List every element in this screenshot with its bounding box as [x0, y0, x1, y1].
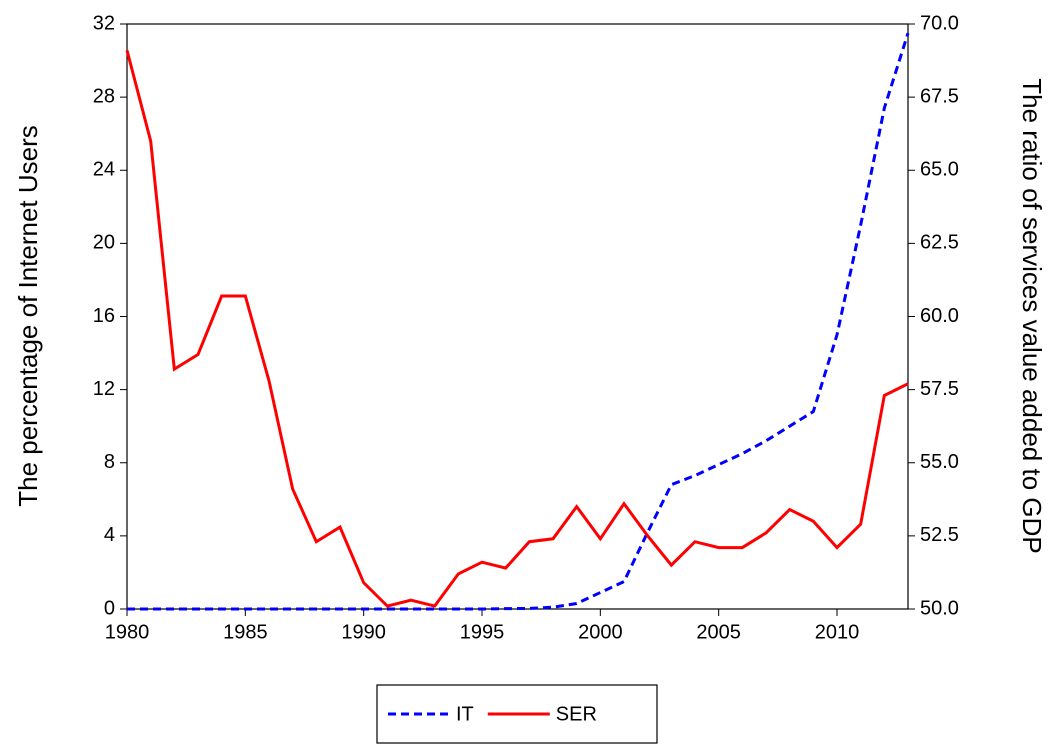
legend-label: IT: [456, 703, 474, 725]
x-tick-label: 1995: [460, 621, 505, 643]
x-tick-label: 2010: [815, 621, 860, 643]
series-line: [125, 49, 909, 608]
y-tick-label: 24: [93, 159, 115, 181]
y-tick-label: 32: [93, 12, 115, 34]
y2-tick-label: 67.5: [920, 85, 959, 107]
y-tick-label: 20: [93, 232, 115, 254]
y-tick-label: 16: [93, 305, 115, 327]
y2-tick-label: 70.0: [920, 12, 959, 34]
x-tick-label: 1990: [341, 621, 386, 643]
x-tick-label: 1985: [223, 621, 268, 643]
y2-tick-label: 52.5: [920, 524, 959, 546]
x-tick-label: 1980: [105, 621, 150, 643]
y2-tick-label: 65.0: [920, 159, 959, 181]
plot-frame: [126, 23, 909, 610]
legend-box: [376, 684, 658, 744]
y2-tick-label: 62.5: [920, 232, 959, 254]
y2-tick-label: 57.5: [920, 378, 959, 400]
y-tick-label: 4: [104, 524, 115, 546]
x-tick-label: 2005: [696, 621, 741, 643]
y-axis-label: The percentage of Internet Users: [13, 125, 43, 507]
y2-tick-label: 55.0: [920, 451, 959, 473]
y2-tick-label: 60.0: [920, 305, 959, 327]
legend-label: SER: [556, 703, 597, 725]
y-tick-label: 12: [93, 378, 115, 400]
x-tick-label: 2000: [578, 621, 623, 643]
y2-axis-label: The ratio of services value added to GDP: [1017, 78, 1047, 553]
y2-tick-label: 50.0: [920, 597, 959, 619]
series-line: [127, 32, 910, 611]
y-tick-label: 8: [104, 451, 115, 473]
y-tick-label: 0: [104, 597, 115, 619]
y-tick-label: 28: [93, 85, 115, 107]
